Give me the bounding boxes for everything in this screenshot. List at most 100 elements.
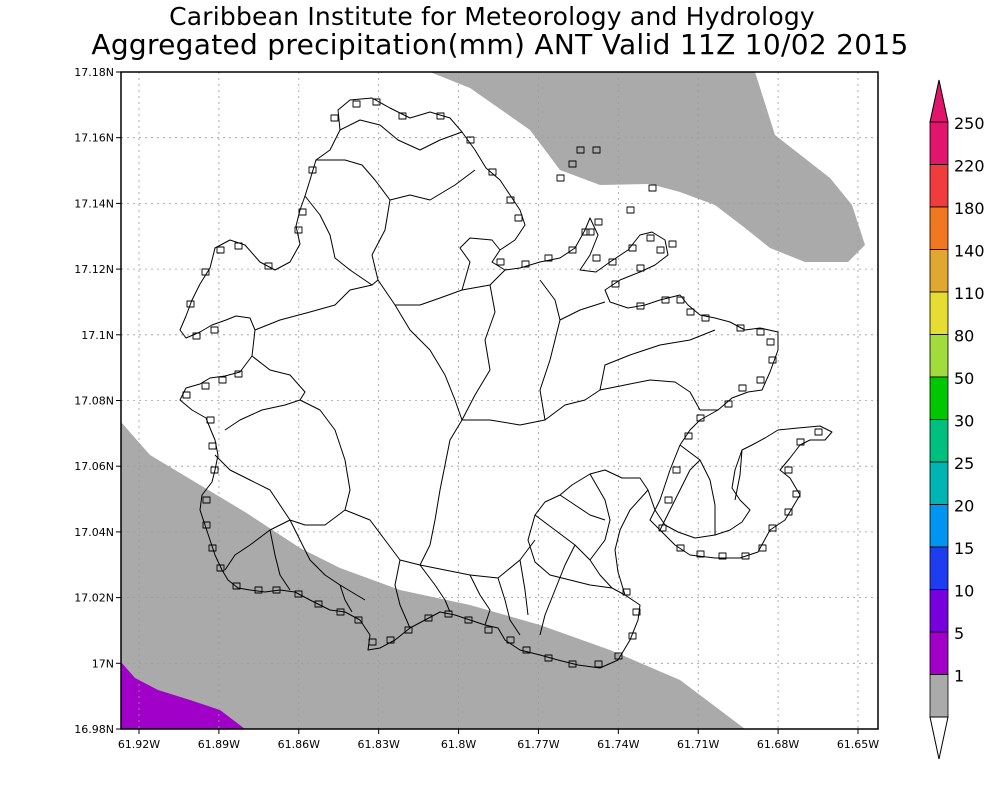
coast-cell: [724, 400, 733, 408]
colorbar-segment: [929, 249, 949, 293]
title-line-2: Aggregated precipitation(mm) ANT Valid 1…: [91, 28, 909, 61]
coast-cell: [568, 160, 577, 168]
coast-cell: [646, 234, 655, 242]
precip-area-purple: [121, 662, 245, 729]
coast-cell: [676, 544, 685, 552]
colorbar-segment: [929, 206, 949, 250]
grid-lines: [121, 72, 878, 729]
colorbar-segment: [929, 674, 949, 718]
antigua-coastline: [179, 97, 833, 669]
x-tick-label: 61.74W: [597, 738, 639, 751]
coast-cell: [398, 112, 407, 120]
coast-cell: [686, 308, 695, 316]
precip-area-sw: [121, 422, 745, 729]
coast-cell: [626, 206, 635, 214]
coast-cell: [784, 508, 793, 516]
colorbar-label: 10: [954, 582, 974, 601]
coast-cell: [208, 442, 217, 450]
coast-cell: [792, 490, 801, 498]
coast-cell: [636, 302, 645, 310]
colorbar-bottom-arrow: [929, 716, 949, 760]
precip-area-ne: [430, 72, 865, 262]
coast-cell: [784, 466, 793, 474]
coast-cell: [568, 660, 577, 668]
colorbar-segment: [929, 419, 949, 463]
coast-cell: [758, 544, 767, 552]
colorbar-label: 15: [954, 539, 974, 558]
y-tick-label: 16.98N: [74, 723, 114, 736]
coast-cell: [314, 600, 323, 608]
coast-cell: [336, 608, 345, 616]
coast-cell: [466, 136, 475, 144]
boundary-lines: [214, 119, 743, 636]
coast-cell: [294, 226, 303, 234]
coast-cell: [738, 384, 747, 392]
coast-cell: [496, 258, 505, 266]
title-line-1: Caribbean Institute for Meteorology and …: [169, 2, 815, 31]
coast-cell: [506, 196, 515, 204]
coast-cell: [372, 98, 381, 106]
colorbar-label: 220: [954, 157, 985, 176]
coast-cell: [592, 146, 601, 154]
x-tick-label: 61.77W: [517, 738, 559, 751]
colorbar-segment: [929, 164, 949, 208]
coast-cell: [672, 466, 681, 474]
coast-cell: [814, 428, 823, 436]
coast-cell: [404, 626, 413, 634]
coast-cell: [386, 636, 395, 644]
precip-shading: [121, 72, 865, 729]
y-axis: 17.18N 17.16N 17.14N 17.12N 17.1N 17.08N 17.06…: [74, 66, 121, 736]
coast-cell: [208, 544, 217, 552]
coast-cell: [201, 268, 210, 276]
x-tick-label: 61.86W: [278, 738, 320, 751]
coast-cell: [206, 416, 215, 424]
x-tick-label: 61.92W: [118, 738, 160, 751]
colorbar-label: 1: [954, 667, 964, 686]
coast-cell: [232, 582, 241, 590]
coast-cell: [556, 174, 565, 182]
colorbar-label: 250: [954, 114, 985, 133]
coast-cell: [636, 264, 645, 272]
coast-cell: [298, 208, 307, 216]
colorbar-label: 20: [954, 497, 974, 516]
coast-cell: [622, 588, 631, 596]
coast-cell: [766, 338, 775, 346]
y-tick-label: 17.16N: [74, 132, 114, 145]
coast-cell: [352, 100, 361, 108]
coast-cell: [201, 382, 210, 390]
coast-cell: [581, 228, 590, 236]
coastline-detail: [182, 98, 823, 668]
coast-cell: [186, 300, 195, 308]
coast-cell: [658, 524, 667, 532]
coast-cell: [628, 244, 637, 252]
x-tick-label: 61.83W: [357, 738, 399, 751]
coast-cell: [210, 466, 219, 474]
coast-cell: [741, 552, 750, 560]
coast-cell: [444, 610, 453, 618]
coast-cell: [696, 414, 705, 422]
coast-cell: [202, 496, 211, 504]
y-tick-label: 17.06N: [74, 460, 114, 473]
coast-cell: [202, 521, 211, 529]
coast-cell: [796, 438, 805, 446]
coast-cell: [628, 632, 637, 640]
x-tick-label: 61.71W: [677, 738, 719, 751]
coast-cell: [656, 246, 665, 254]
coast-cell: [521, 260, 530, 268]
y-tick-label: 17.08N: [74, 395, 114, 408]
y-tick-label: 17.1N: [81, 329, 114, 342]
coast-cell: [218, 376, 227, 384]
coast-cell: [768, 524, 777, 532]
coast-cell: [594, 660, 603, 668]
colorbar-legend: 250 220 180 140 110 80 50 30 25 20 15 10 5 1: [929, 79, 985, 760]
coast-cell: [568, 246, 577, 254]
coast-cell: [576, 146, 585, 154]
coast-cell: [234, 242, 243, 250]
coast-cell: [586, 228, 595, 236]
coast-cell: [756, 376, 765, 384]
coast-cell: [648, 184, 657, 192]
coast-cell: [294, 590, 303, 598]
coast-cell: [544, 654, 553, 662]
coast-cell: [611, 280, 620, 288]
coast-cell: [272, 586, 281, 594]
